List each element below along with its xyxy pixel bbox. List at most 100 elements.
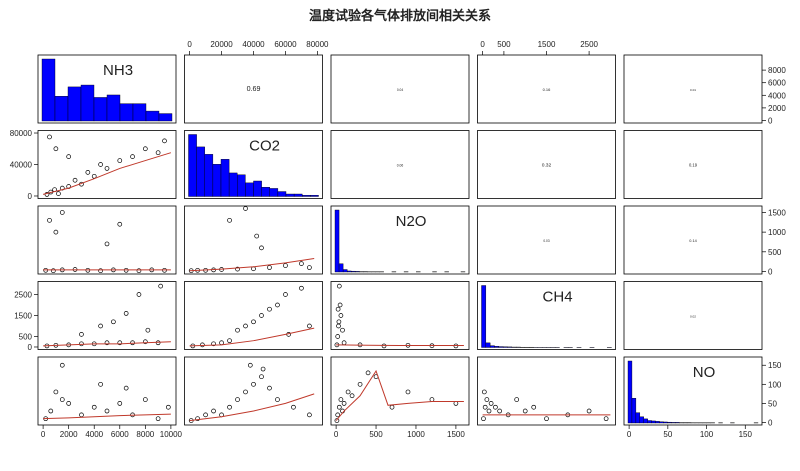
histogram-bar — [221, 159, 229, 196]
histogram-bar — [68, 87, 81, 121]
histogram-bar — [486, 343, 490, 348]
correlation: 0.06 — [397, 164, 404, 168]
histogram-bar — [671, 422, 675, 423]
histogram-bar — [351, 271, 355, 272]
x-tick-label: 1500 — [447, 430, 465, 439]
histogram-bar — [628, 361, 632, 423]
x-tick-label: 50 — [663, 430, 672, 439]
x-tick-label: 40000 — [242, 40, 265, 49]
histogram-bar — [94, 97, 107, 121]
histogram-bar — [339, 264, 343, 272]
histogram-bar — [146, 111, 159, 121]
histogram-bar — [656, 421, 660, 423]
y-tick-label: 0 — [768, 267, 773, 276]
histogram-bar — [482, 286, 486, 348]
histogram-bar — [189, 135, 197, 197]
x-tick-label: 60000 — [274, 40, 297, 49]
y-tick-label: 80000 — [10, 129, 33, 138]
variable-name: CO2 — [249, 138, 280, 155]
histogram-bar — [270, 188, 278, 196]
histogram-bar — [278, 192, 286, 197]
y-tick-label: 4000 — [768, 91, 786, 100]
x-tick-label: 6000 — [111, 430, 129, 439]
y-tick-label: 500 — [19, 332, 33, 341]
correlation: 0.04 — [397, 88, 403, 92]
histogram-bar — [133, 104, 146, 121]
correlation: 0.14 — [689, 239, 697, 243]
variable-name: CH4 — [543, 289, 573, 306]
histogram-bar — [213, 164, 221, 196]
histogram-bar — [335, 210, 339, 272]
x-tick-label: 2000 — [60, 430, 78, 439]
correlation: 0.01 — [690, 88, 696, 92]
x-tick-label: 100 — [700, 430, 714, 439]
y-tick-label: 1500 — [14, 312, 32, 321]
x-tick-label: 80000 — [306, 40, 329, 49]
histogram-bar — [205, 154, 213, 196]
x-tick-label: 4000 — [85, 430, 103, 439]
histogram-bar — [42, 59, 55, 121]
histogram-bar — [675, 422, 679, 423]
y-tick-label: 2500 — [14, 291, 32, 300]
histogram-bar — [663, 422, 667, 423]
histogram-bar — [644, 419, 648, 423]
x-tick-label: 2500 — [580, 40, 598, 49]
correlation: 0.69 — [247, 85, 261, 93]
correlation: 0.19 — [689, 163, 698, 168]
y-tick-label: 2000 — [768, 104, 786, 113]
correlation: 0.32 — [542, 163, 552, 169]
histogram-bar — [503, 347, 507, 348]
x-tick-label: 0 — [187, 40, 192, 49]
x-tick-label: 0 — [480, 40, 485, 49]
histogram-bar — [499, 347, 503, 348]
histogram-bar — [660, 422, 664, 423]
histogram-bar — [81, 85, 94, 121]
correlation: 0.02 — [690, 315, 696, 319]
histogram-bar — [508, 347, 512, 348]
y-tick-label: 50 — [768, 399, 777, 408]
x-tick-label: 0 — [334, 430, 339, 439]
histogram-bar — [120, 104, 133, 121]
y-tick-label: 0 — [768, 418, 773, 427]
variable-name: NH3 — [103, 62, 133, 79]
histogram-bar — [310, 195, 318, 196]
y-tick-label: 0 — [28, 343, 33, 352]
x-tick-label: 500 — [369, 430, 383, 439]
histogram-bar — [495, 346, 499, 347]
correlation: 0.03 — [543, 239, 549, 243]
y-tick-label: 100 — [768, 380, 782, 389]
x-tick-label: 1500 — [538, 40, 556, 49]
variable-name: N2O — [396, 213, 427, 230]
y-tick-label: 150 — [768, 361, 782, 370]
y-tick-label: 0 — [768, 116, 773, 125]
x-tick-label: 0 — [41, 430, 46, 439]
histogram-bar — [197, 147, 205, 197]
histogram-bar — [355, 271, 359, 272]
histogram-bar — [237, 175, 245, 197]
correlation: 0.16 — [543, 87, 551, 92]
histogram-bar — [490, 346, 494, 348]
x-tick-label: 10000 — [160, 430, 183, 439]
x-tick-label: 20000 — [210, 40, 233, 49]
x-tick-label: 1000 — [407, 430, 425, 439]
histogram-bar — [286, 194, 294, 196]
x-tick-label: 8000 — [136, 430, 154, 439]
histogram-bar — [640, 417, 644, 423]
histogram-bar — [302, 195, 310, 196]
variable-name: NO — [693, 364, 716, 381]
histogram-bar — [245, 183, 253, 197]
histogram-bar — [262, 187, 270, 196]
histogram-bar — [343, 270, 347, 272]
y-tick-label: 1000 — [768, 228, 786, 237]
x-tick-label: 0 — [627, 430, 632, 439]
y-tick-label: 40000 — [10, 161, 33, 170]
y-tick-label: 0 — [28, 192, 33, 201]
histogram-bar — [648, 421, 652, 423]
histogram-bar — [347, 271, 351, 272]
x-tick-label: 500 — [497, 40, 511, 49]
histogram-bar — [55, 96, 68, 121]
y-tick-label: 8000 — [768, 66, 786, 75]
histogram-bar — [107, 95, 120, 121]
histogram-bar — [667, 422, 671, 423]
chart-title: 温度试验各气体排放间相关关系 — [309, 8, 491, 23]
